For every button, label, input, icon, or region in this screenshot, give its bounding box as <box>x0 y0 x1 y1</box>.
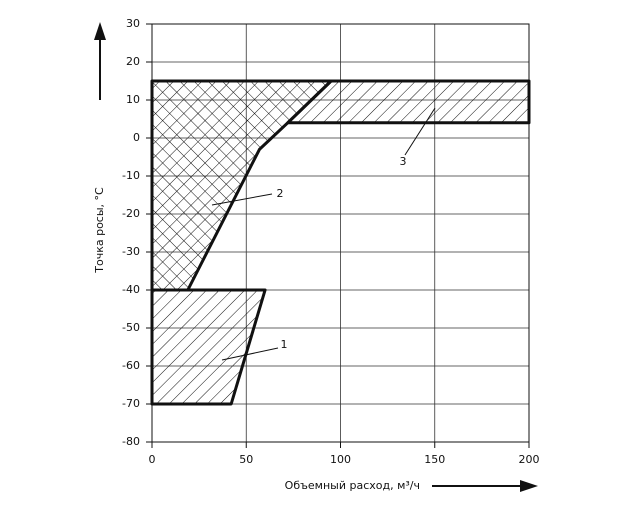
y-tick-label: -30 <box>122 245 140 258</box>
region-label: 2 <box>277 187 284 200</box>
x-tick-label: 0 <box>149 453 156 466</box>
x-tick-label: 200 <box>519 453 540 466</box>
y-tick-label: -50 <box>122 321 140 334</box>
x-arrow-head <box>520 480 538 492</box>
leader-line <box>404 107 436 156</box>
y-tick-label: 0 <box>133 131 140 144</box>
region-label: 3 <box>400 155 407 168</box>
y-axis-label: Точка росы, °C <box>93 187 106 274</box>
region <box>150 288 267 406</box>
region <box>286 79 531 125</box>
leader-line <box>211 193 273 206</box>
y-arrow-head <box>94 22 106 40</box>
x-tick-label: 50 <box>239 453 253 466</box>
x-tick-label: 150 <box>424 453 445 466</box>
y-tick-label: 20 <box>126 55 140 68</box>
y-tick-label: 30 <box>126 17 140 30</box>
y-tick-label: -80 <box>122 435 140 448</box>
y-tick-label: -20 <box>122 207 140 220</box>
x-axis-label: Объемный расход, м³/ч <box>285 479 420 492</box>
leader-line <box>221 347 279 361</box>
y-tick-label: -40 <box>122 283 140 296</box>
y-tick-label: 10 <box>126 93 140 106</box>
x-tick-label: 100 <box>330 453 351 466</box>
y-tick-label: -70 <box>122 397 140 410</box>
y-tick-label: -60 <box>122 359 140 372</box>
y-tick-label: -10 <box>122 169 140 182</box>
region-label: 1 <box>281 338 288 351</box>
